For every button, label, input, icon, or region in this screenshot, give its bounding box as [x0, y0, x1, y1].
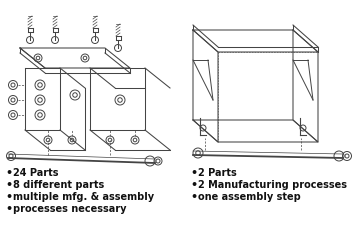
Text: •: • — [5, 180, 12, 190]
Text: •: • — [190, 192, 197, 202]
Text: multiple mfg. & assembly: multiple mfg. & assembly — [13, 192, 154, 202]
Text: •: • — [190, 180, 197, 190]
Text: one assembly step: one assembly step — [198, 192, 301, 202]
Text: 2 Parts: 2 Parts — [198, 168, 237, 178]
Text: •: • — [5, 168, 12, 178]
Text: processes necessary: processes necessary — [13, 204, 126, 214]
Text: •: • — [190, 168, 197, 178]
Text: •: • — [5, 204, 12, 214]
Text: 8 different parts: 8 different parts — [13, 180, 104, 190]
Text: •: • — [5, 192, 12, 202]
Text: 24 Parts: 24 Parts — [13, 168, 58, 178]
Text: 2 Manufacturing processes: 2 Manufacturing processes — [198, 180, 347, 190]
